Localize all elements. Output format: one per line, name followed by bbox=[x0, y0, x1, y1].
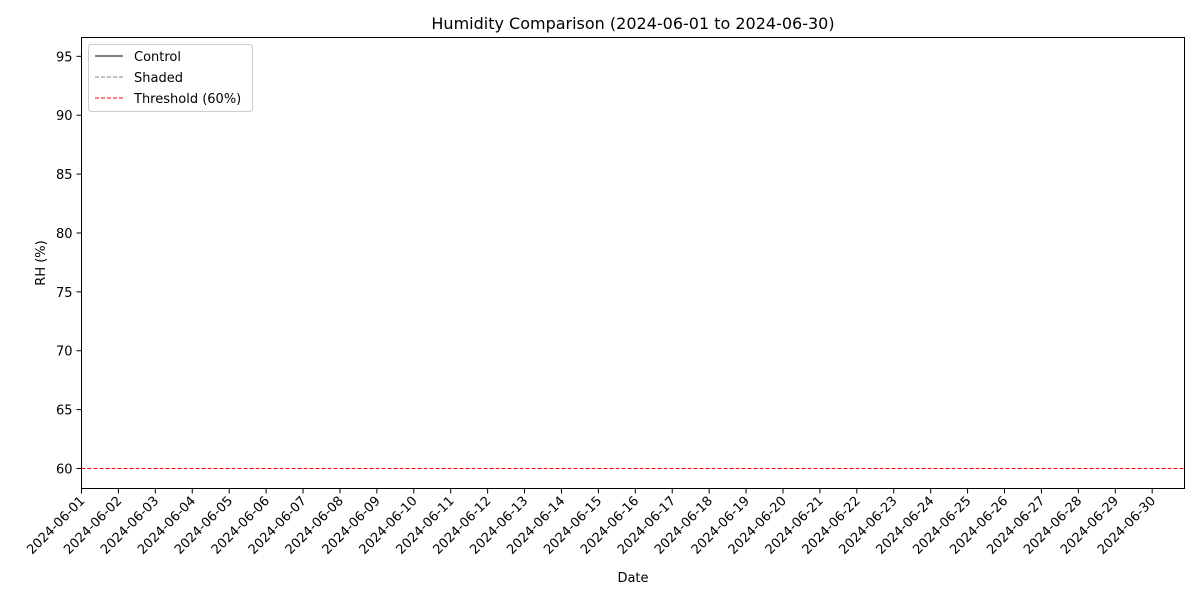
x-axis-title: Date bbox=[617, 571, 648, 586]
y-tick-label: 90 bbox=[56, 109, 73, 124]
y-tick-label: 95 bbox=[56, 50, 73, 65]
y-tick-label: 65 bbox=[56, 404, 73, 419]
legend-label: Control bbox=[134, 50, 181, 65]
y-tick-label: 60 bbox=[56, 462, 73, 477]
legend-box bbox=[88, 44, 253, 112]
y-axis: 60 65 70 75 80 85 90 95 bbox=[56, 50, 82, 477]
legend-label: Threshold (60%) bbox=[133, 92, 241, 107]
legend: Control Shaded Threshold (60%) bbox=[88, 44, 253, 112]
y-axis-title: RH (%) bbox=[34, 240, 49, 285]
y-tick-label: 85 bbox=[56, 168, 73, 183]
y-tick-label: 70 bbox=[56, 345, 73, 360]
y-tick-label: 75 bbox=[56, 286, 73, 301]
plot-area bbox=[81, 37, 1185, 489]
y-tick-label: 80 bbox=[56, 227, 73, 242]
chart-title: Humidity Comparison (2024-06-01 to 2024-… bbox=[431, 14, 834, 33]
legend-label: Shaded bbox=[134, 71, 183, 86]
